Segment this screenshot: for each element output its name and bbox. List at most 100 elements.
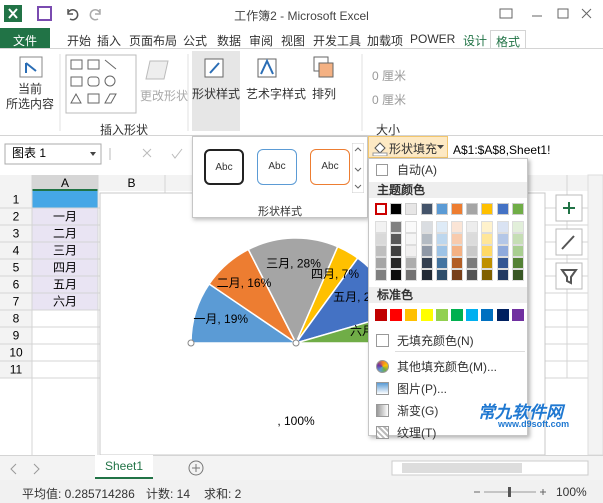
color-swatch[interactable] (466, 269, 479, 281)
cell-text[interactable]: 三月 (53, 244, 77, 258)
color-swatch[interactable] (405, 233, 418, 245)
color-swatch[interactable] (481, 269, 494, 281)
color-swatch[interactable] (405, 269, 418, 281)
color-swatch[interactable] (466, 233, 479, 245)
ribbon-tab[interactable]: 视图 (281, 34, 306, 48)
ribbon-tab[interactable]: 文件 (0, 28, 50, 49)
color-swatch[interactable] (481, 203, 494, 215)
color-swatch[interactable] (451, 221, 463, 233)
color-swatch[interactable] (390, 269, 403, 281)
color-swatch[interactable] (420, 309, 433, 321)
cell-text[interactable]: 六月 (53, 295, 77, 309)
color-swatch[interactable] (511, 309, 524, 321)
color-swatch[interactable] (466, 245, 479, 257)
column-header[interactable]: B (127, 176, 135, 190)
color-swatch[interactable] (481, 221, 494, 233)
color-swatch[interactable] (496, 221, 509, 233)
style-sample[interactable]: Abc (257, 149, 297, 185)
color-swatch[interactable] (451, 245, 463, 257)
color-swatch[interactable] (435, 221, 448, 233)
ribbon-tab[interactable]: 开始 (67, 34, 92, 48)
chart-button[interactable] (555, 194, 583, 222)
color-swatch[interactable] (511, 245, 524, 257)
tab-nav[interactable] (10, 463, 40, 475)
shape-fill-button[interactable]: 形状填充 (368, 136, 448, 158)
menu-item[interactable]: 图片(P)... (397, 382, 447, 396)
row-header[interactable]: 8 (13, 312, 20, 326)
ribbon-tab[interactable]: POWER (410, 32, 456, 46)
color-swatch[interactable] (375, 269, 387, 281)
menu-item[interactable]: 渐变(G) (397, 404, 439, 418)
style-sample[interactable]: Abc (204, 149, 244, 185)
row-header[interactable]: 1 (13, 193, 20, 207)
shape-styles-label[interactable]: 形状样式 (192, 87, 241, 101)
color-swatch[interactable] (390, 245, 403, 257)
color-swatch[interactable] (420, 203, 433, 215)
color-swatch[interactable] (451, 269, 463, 281)
zoom-slider[interactable] (470, 483, 550, 501)
menu-item[interactable]: 其他填充颜色(M)... (397, 360, 497, 374)
menu-item[interactable]: 纹理(T) (397, 426, 437, 440)
row-header[interactable]: 3 (13, 227, 20, 241)
color-swatch[interactable] (496, 257, 509, 269)
color-swatch[interactable] (451, 233, 463, 245)
color-swatch[interactable] (496, 203, 509, 215)
row-header[interactable]: 4 (13, 244, 20, 258)
color-swatch[interactable] (451, 203, 463, 215)
color-swatch[interactable] (405, 309, 418, 321)
color-swatch[interactable] (435, 309, 448, 321)
style-sample[interactable]: Abc (310, 149, 350, 185)
gallery-scroll[interactable] (352, 143, 364, 193)
color-swatch[interactable] (481, 245, 494, 257)
row-header[interactable]: 10 (9, 346, 23, 360)
h-scroll-thumb[interactable] (402, 463, 522, 473)
close-button[interactable] (581, 8, 592, 19)
menu-item[interactable]: 自动(A) (397, 163, 437, 177)
height-field[interactable]: 0 厘米 (372, 69, 407, 83)
color-swatch[interactable] (375, 245, 387, 257)
chart-button[interactable] (555, 262, 583, 290)
color-swatch[interactable] (390, 203, 403, 215)
color-swatch[interactable] (496, 309, 509, 321)
zoom-thumb[interactable] (508, 487, 511, 497)
color-swatch[interactable] (405, 203, 418, 215)
width-field[interactable]: 0 厘米 (372, 93, 407, 107)
color-swatch[interactable] (496, 269, 509, 281)
color-swatch[interactable] (375, 221, 387, 233)
color-swatch[interactable] (496, 233, 509, 245)
selection-handle[interactable] (187, 339, 195, 347)
current-selection-label[interactable]: 当前 所选内容 (2, 82, 58, 112)
color-swatch[interactable] (511, 221, 524, 233)
color-swatch[interactable] (466, 309, 479, 321)
color-swatch[interactable] (390, 257, 403, 269)
ribbon-tab[interactable]: 开发工具 (313, 34, 362, 48)
color-swatch[interactable] (466, 221, 479, 233)
ribbon-tab[interactable]: 公式 (183, 34, 208, 48)
row-header[interactable]: 5 (13, 261, 20, 275)
zoom-buttons[interactable] (474, 489, 546, 495)
arrange-label[interactable]: 排列 (312, 87, 337, 101)
color-swatch[interactable] (420, 221, 433, 233)
color-swatch[interactable] (420, 245, 433, 257)
color-swatch[interactable] (435, 257, 448, 269)
ribbon-tab[interactable]: 插入 (97, 34, 122, 48)
row-header[interactable]: 6 (13, 278, 20, 292)
color-swatch[interactable] (451, 309, 463, 321)
color-swatch[interactable] (390, 221, 403, 233)
color-swatch[interactable] (481, 257, 494, 269)
color-swatch[interactable] (481, 233, 494, 245)
color-swatch[interactable] (511, 203, 524, 215)
ribbon-tab[interactable]: 格式 (490, 30, 527, 49)
color-swatch[interactable] (435, 269, 448, 281)
color-swatch[interactable] (390, 309, 403, 321)
cell-text[interactable]: 五月 (53, 278, 77, 292)
color-swatch[interactable] (375, 257, 387, 269)
cell-text[interactable]: 四月 (53, 261, 77, 275)
color-swatch[interactable] (451, 257, 463, 269)
color-swatch[interactable] (420, 269, 433, 281)
ribbon-tab[interactable]: 数据 (217, 34, 242, 48)
row-header[interactable]: 11 (10, 363, 23, 377)
color-swatch[interactable] (420, 233, 433, 245)
sheet-tab[interactable]: Sheet1 (95, 455, 153, 479)
wordart-label[interactable]: 艺术字样式 (246, 87, 307, 101)
